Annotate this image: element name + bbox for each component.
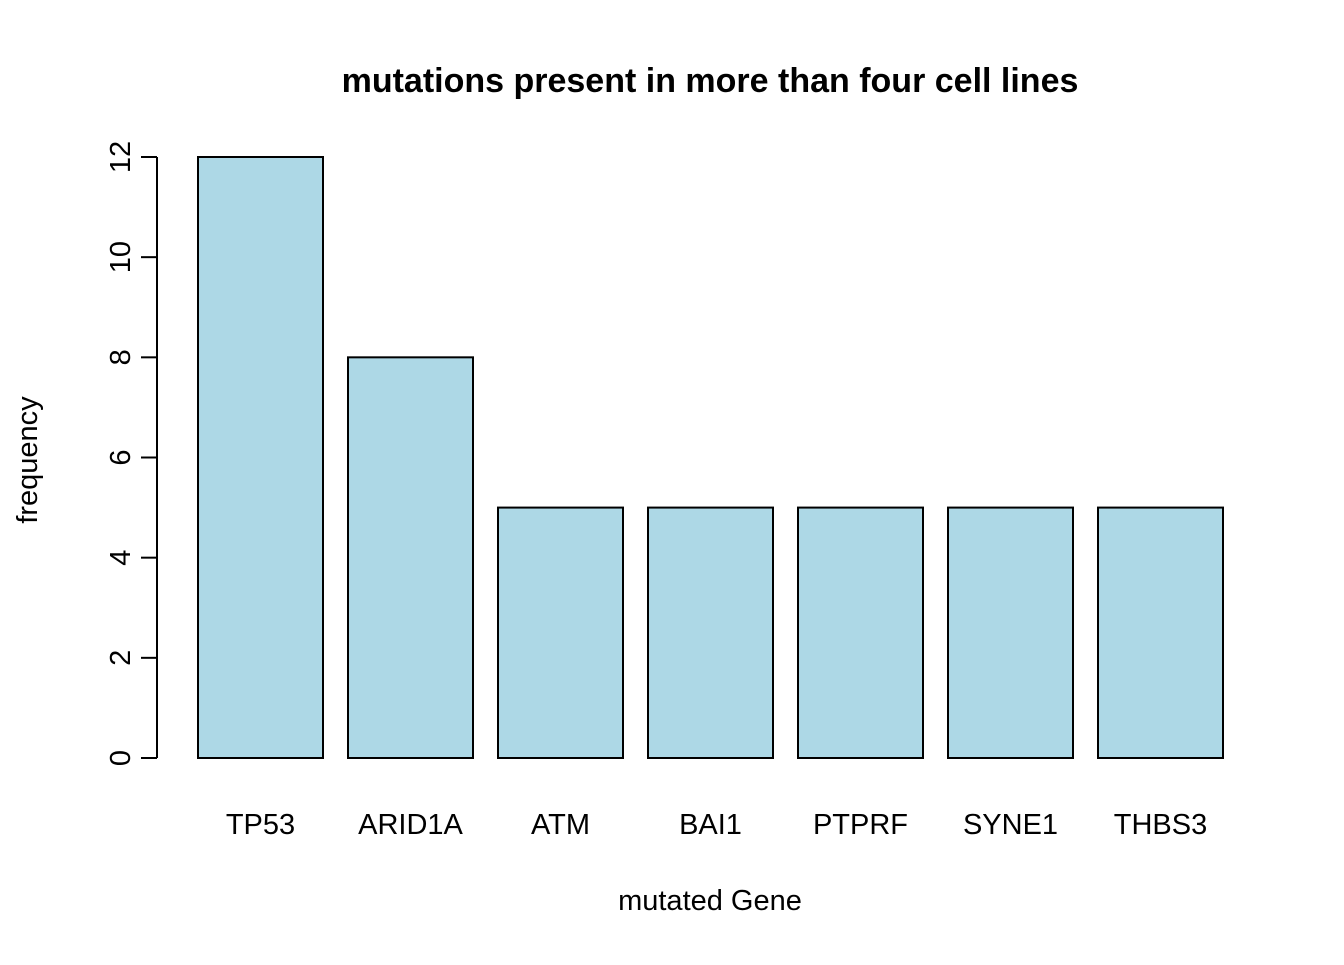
x-tick-label: SYNE1 xyxy=(963,809,1058,841)
x-axis-label: mutated Gene xyxy=(618,885,802,917)
x-tick-label: PTPRF xyxy=(813,809,908,841)
x-tick-label: TP53 xyxy=(226,809,295,841)
y-axis-label: frequency xyxy=(12,396,44,524)
x-tick-label: THBS3 xyxy=(1114,809,1207,841)
y-tick-label: 0 xyxy=(105,750,137,766)
bar-ptprf xyxy=(797,506,924,760)
x-tick-label: ATM xyxy=(531,809,590,841)
y-tick-label: 10 xyxy=(105,241,137,273)
bar-bai1 xyxy=(647,506,774,760)
y-tick-label: 6 xyxy=(105,449,137,465)
chart-title: mutations present in more than four cell… xyxy=(342,62,1079,100)
x-tick-labels: TP53 ARID1A ATM BAI1 PTPRF SYNE1 THBS3 xyxy=(226,809,1207,841)
bar-thbs3 xyxy=(1097,506,1224,760)
bar-arid1a xyxy=(347,356,474,759)
x-tick-label: BAI1 xyxy=(679,809,742,841)
y-tick-label: 12 xyxy=(105,141,137,173)
bar-tp53 xyxy=(197,156,324,759)
y-tick-label: 8 xyxy=(105,349,137,365)
y-axis: 0 2 4 6 8 10 12 xyxy=(105,141,158,766)
y-tick-label: 2 xyxy=(105,650,137,666)
y-tick-label: 4 xyxy=(105,550,137,566)
x-tick-label: ARID1A xyxy=(358,809,463,841)
bar-atm xyxy=(497,506,624,760)
bar-syne1 xyxy=(947,506,1074,760)
bars-group xyxy=(197,156,1224,760)
